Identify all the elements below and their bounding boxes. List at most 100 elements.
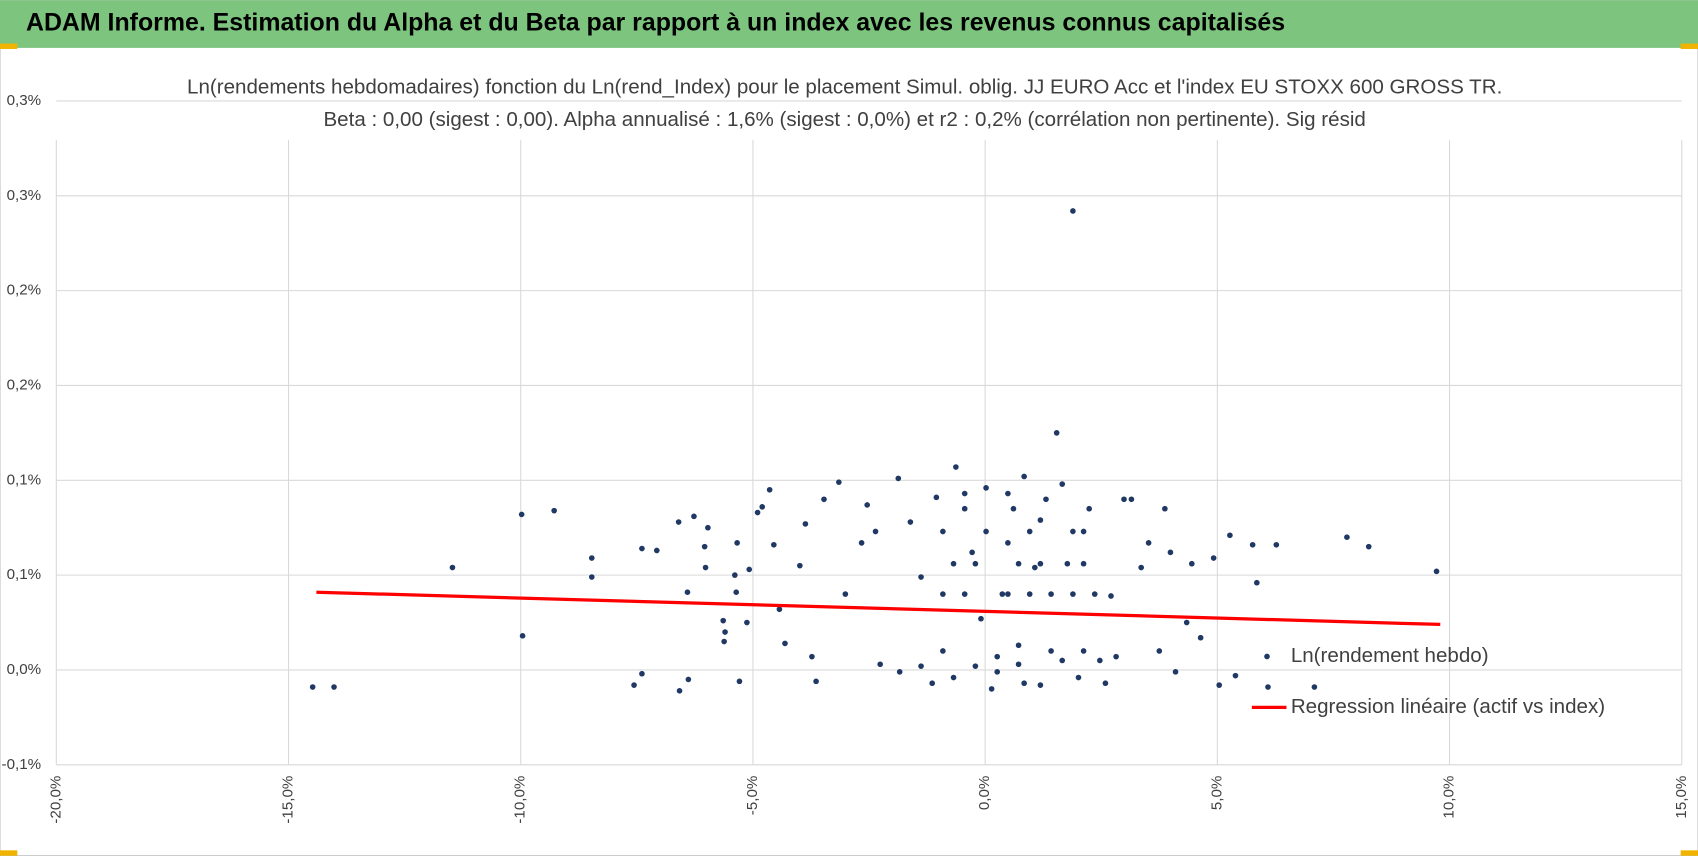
point (1026, 591, 1033, 597)
point (1021, 473, 1027, 480)
point (449, 564, 456, 571)
point (1037, 682, 1044, 688)
point (1005, 591, 1011, 597)
corner (1680, 850, 1698, 856)
point (1053, 430, 1060, 436)
x-tick-label: 10,0% (1441, 776, 1458, 819)
x-tick-label: 15,0% (1673, 776, 1690, 819)
point (1433, 568, 1440, 575)
point (1102, 680, 1109, 687)
point (1091, 591, 1098, 597)
point (797, 562, 803, 569)
point (983, 528, 989, 535)
point (994, 653, 1001, 660)
point (940, 528, 946, 535)
point (1172, 669, 1179, 675)
x-tick-label: -5,0% (744, 776, 761, 816)
point (872, 528, 879, 535)
point (720, 617, 727, 624)
point (1138, 564, 1144, 571)
point (732, 572, 738, 578)
point (836, 479, 842, 486)
point (685, 676, 692, 683)
point (1015, 642, 1022, 649)
point (1273, 541, 1280, 548)
header-title: ADAM Informe. Estimation du Alpha et du … (26, 9, 1285, 37)
point (1086, 505, 1092, 512)
point (1167, 549, 1174, 556)
point (744, 619, 750, 626)
y-tick-label: -0,1% (2, 756, 42, 773)
point (1015, 560, 1022, 567)
point (1097, 657, 1103, 664)
header-bar (0, 0, 1698, 48)
point (639, 670, 645, 677)
point (1128, 496, 1135, 503)
x-tick-label: 0,0% (976, 776, 993, 811)
point (1365, 543, 1372, 550)
point (734, 540, 740, 546)
point (766, 486, 773, 493)
x-tick-label: 5,0% (1208, 776, 1225, 811)
point (842, 591, 849, 597)
point (588, 574, 595, 580)
point (1032, 564, 1038, 571)
y-tick-label: 0,0% (7, 661, 42, 678)
point (733, 589, 740, 596)
point (896, 669, 903, 675)
point (918, 574, 924, 580)
point (907, 519, 914, 525)
point (702, 564, 709, 571)
point (858, 540, 865, 546)
point (1113, 653, 1119, 660)
point (1005, 490, 1011, 497)
legend-label: Regression linéaire (actif vs index) (1291, 695, 1605, 718)
corner (1680, 43, 1698, 49)
point (895, 475, 902, 482)
point (1075, 674, 1082, 681)
point (771, 541, 777, 548)
point (1080, 648, 1087, 654)
point (813, 678, 819, 685)
point (961, 591, 968, 597)
point (1311, 684, 1318, 690)
point (1059, 657, 1066, 664)
point (705, 524, 711, 531)
point (1188, 560, 1195, 567)
point (994, 669, 1001, 675)
point (950, 560, 957, 567)
point (653, 547, 660, 554)
point (1249, 541, 1256, 548)
point (864, 502, 870, 508)
point (1080, 528, 1087, 535)
point (776, 606, 783, 613)
point (877, 661, 883, 668)
point (1162, 505, 1168, 512)
y-tick-label: 0,1% (7, 566, 42, 583)
legend-label: Ln(rendement hebdo) (1291, 644, 1489, 667)
point (1048, 648, 1054, 654)
point (1005, 540, 1011, 546)
point (933, 494, 940, 501)
x-tick-label: -10,0% (512, 776, 529, 824)
point (1026, 528, 1033, 535)
point (1197, 634, 1204, 641)
point (759, 504, 766, 510)
y-tick-label: 0,3% (7, 187, 42, 204)
point (1021, 680, 1027, 687)
point (1070, 528, 1076, 535)
point (691, 513, 697, 520)
point (802, 521, 809, 527)
point (953, 464, 959, 470)
point (1232, 672, 1239, 679)
point (1064, 560, 1071, 567)
point (1048, 591, 1054, 597)
chart-subtitle: Beta : 0,00 (sigest : 0,00). Alpha annua… (323, 108, 1365, 131)
point (1183, 619, 1190, 626)
point (983, 485, 989, 491)
point (1037, 517, 1044, 523)
point (782, 640, 788, 647)
point (1070, 208, 1076, 214)
point (988, 686, 995, 692)
